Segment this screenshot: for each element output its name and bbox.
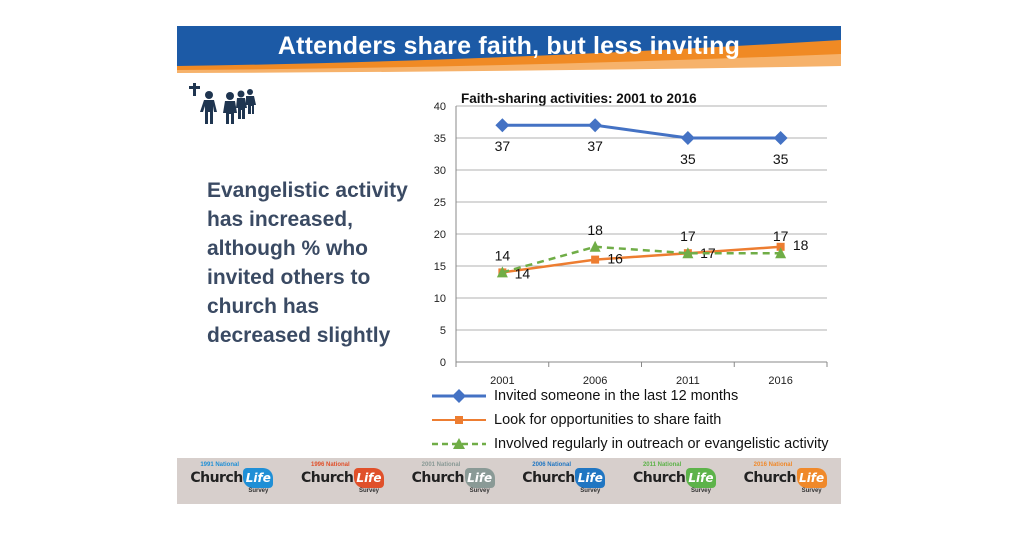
data-label: 18 — [587, 222, 603, 238]
data-label: 14 — [515, 265, 531, 281]
survey-logo-sub: Survey — [358, 488, 379, 494]
survey-logo-church: Church — [411, 470, 465, 486]
line-chart: 0 5 10 15 20 25 30 35 40 2001 2006 2011 2016 37 37 35 35… — [434, 101, 828, 387]
survey-logo-life: Life — [353, 468, 384, 488]
y-tick-label: 40 — [434, 101, 446, 113]
data-label: 17 — [773, 228, 789, 244]
chart-title: Faith-sharing activities: 2001 to 2016 — [461, 91, 697, 106]
survey-logo-year: 2001 National — [421, 462, 461, 468]
x-tick-label: 2001 — [490, 375, 514, 387]
people-icon — [189, 83, 256, 124]
legend-label-invited: Invited someone in the last 12 months — [494, 388, 739, 404]
data-point-square — [776, 242, 785, 251]
data-point-diamond — [495, 118, 510, 133]
y-tick-label: 0 — [440, 357, 446, 369]
survey-logo-year: 2016 National — [753, 462, 793, 468]
data-label: 37 — [495, 138, 511, 154]
survey-logo-year: 1991 National — [200, 462, 240, 468]
survey-logo-1996: 1996 National Church Life Survey — [301, 462, 385, 500]
data-label: 17 — [680, 228, 696, 244]
data-point-diamond — [773, 131, 788, 145]
data-point-triangle — [589, 240, 601, 252]
legend-item-invited: Invited someone in the last 12 months — [430, 384, 828, 408]
survey-logo-2016: 2016 National Church Life Survey — [744, 462, 828, 500]
data-label: 18 — [793, 237, 809, 253]
survey-logo-church: Church — [190, 470, 243, 486]
data-label: 35 — [773, 151, 789, 167]
y-tick-label: 25 — [434, 197, 446, 209]
series-line-1 — [502, 123, 781, 140]
survey-logo-sub: Survey — [580, 488, 601, 494]
x-tick-label: 2006 — [583, 375, 607, 387]
survey-logo-footer: 1991 National Church Life Survey 1996 Na… — [177, 458, 841, 504]
survey-logo-year: 2011 National — [642, 462, 682, 468]
survey-logo-life: Life — [243, 468, 274, 488]
data-point-diamond — [588, 118, 603, 133]
survey-logo-1991: 1991 National Church Life Survey — [190, 462, 274, 500]
survey-logo-year: 2006 National — [532, 462, 571, 468]
y-tick-label: 35 — [434, 133, 446, 145]
survey-logo-sub: Survey — [801, 488, 822, 494]
y-tick-label: 20 — [434, 229, 446, 241]
survey-logo-year: 1996 National — [310, 462, 350, 468]
series-line-2 — [502, 245, 781, 274]
x-tick-label: 2016 — [768, 375, 792, 387]
data-label: 35 — [680, 151, 696, 167]
survey-logo-church: Church — [743, 470, 797, 486]
summary-text: Evangelistic activity has increased, alt… — [207, 179, 408, 347]
data-label: 14 — [495, 247, 511, 263]
legend-marker-outreach — [432, 438, 486, 449]
slide: Attenders share faith, but less inviting… — [177, 26, 841, 506]
survey-logo-sub: Survey — [469, 488, 490, 494]
survey-logo-2001: 2001 National Church Life Survey — [412, 462, 496, 500]
series-line-3 — [502, 245, 781, 274]
survey-logo-life: Life — [464, 468, 495, 488]
legend-item-opportunities: Look for opportunities to share faith — [430, 408, 828, 432]
data-point-triangle — [496, 266, 508, 278]
legend-marker-opportunities — [432, 416, 486, 424]
survey-logo-life: Life — [575, 468, 606, 488]
survey-logo-life: Life — [796, 468, 827, 488]
legend-label-outreach: Involved regularly in outreach or evange… — [494, 436, 829, 452]
data-label: 37 — [587, 138, 603, 154]
survey-logo-church: Church — [632, 470, 686, 486]
survey-logo-church: Church — [300, 470, 354, 486]
legend-label-opportunities: Look for opportunities to share faith — [494, 412, 722, 428]
slide-title: Attenders share faith, but less inviting — [277, 32, 741, 60]
banner-swoosh — [177, 26, 841, 74]
legend-item-outreach: Involved regularly in outreach or evange… — [430, 432, 828, 456]
x-tick-label: 2011 — [676, 375, 700, 387]
data-point-triangle — [682, 247, 694, 259]
survey-logo-2011: 2011 National Church Life Survey — [633, 462, 717, 500]
y-tick-label: 15 — [434, 261, 446, 273]
data-label: 16 — [607, 251, 623, 267]
title-banner: Attenders share faith, but less inviting — [177, 26, 841, 74]
y-tick-label: 30 — [434, 165, 446, 177]
data-point-triangle — [775, 247, 787, 259]
legend-marker-invited — [432, 389, 486, 403]
survey-logo-church: Church — [522, 470, 575, 486]
survey-logo-sub: Survey — [690, 488, 711, 494]
chart-legend: Invited someone in the last 12 months Lo… — [430, 384, 828, 456]
data-point-diamond — [680, 131, 695, 145]
y-tick-label: 10 — [434, 293, 446, 305]
survey-logo-life: Life — [685, 468, 716, 488]
survey-logo-sub: Survey — [248, 488, 269, 494]
survey-logo-2006: 2006 National Church Life Survey — [522, 462, 606, 500]
data-point-square — [591, 255, 600, 264]
y-tick-label: 5 — [440, 325, 446, 337]
